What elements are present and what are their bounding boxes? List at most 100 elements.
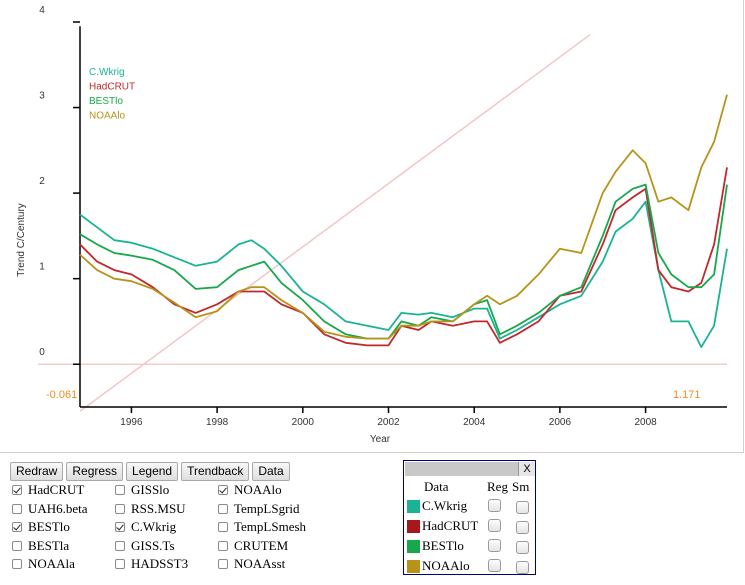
dataset-option[interactable]: RSS.MSU — [115, 501, 218, 518]
series-color-swatch — [407, 519, 420, 533]
series-line-c-wkrig — [79, 200, 728, 348]
dataset-option[interactable]: TempLSgrid — [218, 501, 328, 518]
series-color-swatch — [407, 539, 420, 553]
panel-row-label: BESTlo — [422, 538, 464, 553]
dataset-checkbox[interactable] — [12, 522, 22, 533]
dataset-checkbox[interactable] — [115, 485, 125, 496]
trendback-button[interactable]: Trendback — [181, 462, 250, 481]
x-tick-label: 2008 — [634, 417, 657, 428]
data-panel: X Data Reg Sm C.Wkrig HadCRUT BESTlo NOAAlo — [403, 460, 536, 575]
dataset-option[interactable]: UAH6.beta — [12, 501, 115, 518]
dataset-option[interactable]: C.Wkrig — [115, 519, 218, 536]
smooth-checkbox[interactable] — [516, 541, 529, 554]
smooth-checkbox[interactable] — [516, 521, 529, 534]
regress-checkbox[interactable] — [488, 559, 501, 572]
dataset-checkbox[interactable] — [12, 485, 22, 496]
dataset-option[interactable]: TempLSmesh — [218, 519, 328, 536]
legend-entry: HadCRUT — [89, 82, 135, 93]
panel-header-reg: Reg — [487, 479, 508, 494]
dataset-label: C.Wkrig — [131, 519, 177, 535]
series-line-hadcrut — [79, 167, 728, 347]
dataset-option[interactable]: HadCRUT — [12, 482, 115, 499]
dataset-label: HADSST3 — [131, 556, 189, 572]
x-tick-label: 2002 — [377, 417, 400, 428]
dataset-checkbox[interactable] — [115, 522, 125, 533]
dataset-checkbox[interactable] — [115, 540, 125, 551]
smooth-checkbox[interactable] — [516, 561, 529, 574]
dataset-checkbox[interactable] — [218, 485, 228, 496]
y-tick-label: 3 — [39, 91, 45, 102]
dataset-checkbox[interactable] — [218, 503, 228, 514]
regress-button[interactable]: Regress — [66, 462, 124, 481]
dataset-option[interactable]: NOAAlo — [218, 482, 328, 499]
series-color-swatch — [407, 499, 420, 513]
dataset-label: UAH6.beta — [28, 500, 88, 516]
dataset-option[interactable]: NOAAla — [12, 556, 115, 573]
toolbar: Redraw Regress Legend Trendback Data — [10, 462, 290, 481]
x-tick-label: 1996 — [120, 417, 143, 428]
dataset-checkbox-grid: HadCRUT GISSlo NOAAlo UAH6.beta RSS.MSU TempL… — [12, 482, 328, 573]
dataset-option[interactable]: GISS.Ts — [115, 538, 218, 555]
trendback-line — [79, 34, 591, 412]
legend-entry: C.Wkrig — [89, 67, 125, 78]
redraw-button[interactable]: Redraw — [10, 462, 64, 481]
legend-entry: NOAAlo — [89, 111, 126, 122]
dataset-option[interactable]: CRUTEM — [218, 538, 328, 555]
dataset-checkbox[interactable] — [115, 559, 125, 570]
dataset-option[interactable]: GISSlo — [115, 482, 218, 499]
start-value-label: -0.061 — [46, 389, 77, 401]
dataset-option[interactable]: BESTla — [12, 538, 115, 555]
panel-row-label: HadCRUT — [422, 518, 479, 533]
panel-row: C.Wkrig — [407, 497, 467, 515]
dataset-label: BESTlo — [28, 519, 70, 535]
y-tick-label: 4 — [39, 5, 45, 16]
y-tick-label: 1 — [39, 262, 45, 273]
panel-row-label: C.Wkrig — [422, 498, 468, 513]
panel-row: BESTlo — [407, 537, 464, 555]
dataset-label: NOAAlo — [234, 482, 282, 498]
panel-title-bar[interactable] — [405, 462, 518, 476]
y-tick-label: 2 — [39, 176, 45, 187]
regress-checkbox[interactable] — [488, 519, 501, 532]
dataset-label: BESTla — [28, 537, 70, 553]
dataset-checkbox[interactable] — [218, 540, 228, 551]
y-tick-label: 0 — [39, 347, 45, 358]
regress-checkbox[interactable] — [488, 499, 501, 512]
dataset-checkbox[interactable] — [12, 559, 22, 570]
chart-frame — [0, 0, 744, 453]
dataset-checkbox[interactable] — [218, 559, 228, 570]
dataset-checkbox[interactable] — [218, 522, 228, 533]
series-line-noaalo — [79, 94, 728, 340]
dataset-checkbox[interactable] — [12, 540, 22, 551]
series-color-swatch — [407, 559, 420, 573]
panel-header-sm: Sm — [512, 479, 530, 494]
dataset-checkbox[interactable] — [12, 503, 22, 514]
panel-row: HadCRUT — [407, 517, 478, 535]
dataset-label: HadCRUT — [28, 482, 85, 498]
panel-header-data: Data — [424, 479, 449, 494]
end-value-label: 1.171 — [673, 389, 701, 401]
dataset-option[interactable]: HADSST3 — [115, 556, 218, 573]
data-button[interactable]: Data — [252, 462, 290, 481]
trend-chart: 0 1 2 3 4 1996 1998 2000 2002 2004 2006 2008 Year Tre… — [16, 5, 728, 445]
dataset-checkbox[interactable] — [115, 503, 125, 514]
dataset-label: TempLSmesh — [234, 519, 307, 535]
dataset-label: NOAAla — [28, 556, 75, 572]
panel-row: NOAAlo — [407, 557, 470, 575]
dataset-option[interactable]: BESTlo — [12, 519, 115, 536]
panel-close-button[interactable]: X — [518, 462, 535, 476]
dataset-label: GISSlo — [131, 482, 170, 498]
dataset-option[interactable]: NOAAsst — [218, 556, 328, 573]
regress-checkbox[interactable] — [488, 539, 501, 552]
smooth-checkbox[interactable] — [516, 501, 529, 514]
dataset-label: TempLSgrid — [234, 500, 300, 516]
x-tick-label: 2004 — [463, 417, 486, 428]
panel-row-label: NOAAlo — [422, 558, 470, 573]
legend-entry: BESTlo — [89, 96, 123, 107]
legend-button[interactable]: Legend — [126, 462, 179, 481]
x-axis-label: Year — [370, 434, 391, 445]
dataset-label: CRUTEM — [234, 537, 289, 553]
dataset-label: GISS.Ts — [131, 537, 175, 553]
x-tick-label: 2000 — [292, 417, 315, 428]
x-tick-label: 2006 — [549, 417, 572, 428]
